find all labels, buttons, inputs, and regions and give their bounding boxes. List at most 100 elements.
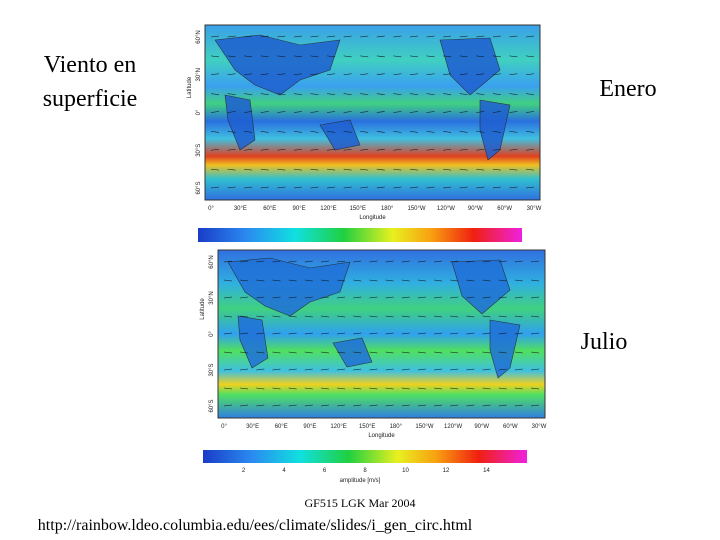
wind-vector (434, 351, 443, 354)
lat-tick-label: 30°S (209, 363, 215, 376)
wind-vector (343, 73, 352, 76)
lon-tick-label: 120°E (330, 424, 346, 430)
wind-vector (310, 111, 319, 113)
wind-vector (409, 55, 418, 58)
wind-vector (393, 186, 402, 189)
wind-vector (525, 35, 535, 38)
wind-vector (337, 387, 346, 390)
wind-vector (360, 73, 369, 76)
wind-vector (260, 131, 269, 133)
wind-vector (277, 55, 286, 58)
wind-vector (482, 332, 491, 335)
wind-vector (514, 332, 523, 335)
wind-vector (260, 93, 269, 95)
colorbar-tick-label: 14 (483, 468, 490, 474)
wind-vector (434, 296, 443, 299)
wind-vector (443, 111, 452, 113)
wind-vector (385, 296, 394, 299)
wind-vector (272, 260, 281, 263)
wind-vector (482, 387, 491, 390)
wind-vector (376, 168, 385, 171)
wind-vector (530, 351, 540, 354)
wind-vector (223, 404, 233, 407)
wind-vector (530, 332, 540, 335)
wind-vector (320, 260, 329, 263)
wind-vector (450, 387, 459, 390)
wind-vector (509, 93, 518, 95)
lat-tick-label: 30°N (209, 291, 215, 304)
wind-vector (320, 387, 329, 390)
wind-vector (417, 315, 426, 318)
wind-vector (272, 404, 281, 407)
wind-vector (244, 148, 253, 151)
wind-vector (498, 260, 507, 263)
wind-vector (401, 351, 410, 354)
wind-vector (244, 35, 253, 38)
wind-vector (304, 332, 313, 335)
wind-vector (310, 93, 319, 95)
wind-vector (256, 296, 265, 299)
wind-vector (476, 131, 485, 133)
wind-vector (337, 315, 346, 318)
wind-vector (385, 279, 394, 282)
footer-course: GF515 LGK Mar 2004 (305, 496, 416, 510)
wind-vector (482, 279, 491, 282)
wind-vector (260, 168, 269, 171)
wind-vector (525, 131, 535, 133)
wind-vector (466, 315, 475, 318)
wind-vector (498, 332, 507, 335)
wind-vector (244, 73, 253, 76)
wind-vector (492, 131, 501, 133)
wind-vector (223, 387, 233, 390)
lat-tick-label: 0° (209, 331, 215, 337)
wind-vector (240, 260, 249, 263)
wind-vector (288, 351, 297, 354)
wind-vector (434, 332, 443, 335)
wind-vector (426, 111, 435, 113)
wind-vector (343, 186, 352, 189)
wind-vector (288, 332, 297, 335)
lon-tick-label: 0° (208, 206, 214, 212)
lon-tick-label: 120°E (320, 206, 336, 212)
wind-vector (385, 260, 394, 263)
lat-tick-label: 60°N (209, 255, 215, 268)
wind-vector (343, 35, 352, 38)
wind-vector (401, 279, 410, 282)
wind-vector (401, 387, 410, 390)
wind-vector (498, 351, 507, 354)
wind-vector (476, 93, 485, 95)
wind-vector (530, 279, 540, 282)
wind-vector (509, 148, 518, 151)
wind-vector (376, 148, 385, 151)
wind-vector (353, 351, 362, 354)
wind-vector (459, 73, 468, 76)
colorbar-tick-label: 6 (323, 468, 327, 474)
lon-tick-label: 180° (390, 424, 403, 430)
wind-vector (369, 260, 378, 263)
lon-tick-label: 150°E (350, 206, 366, 212)
wind-vector (514, 260, 523, 263)
wind-vector (240, 332, 249, 335)
wind-vector (277, 35, 286, 38)
wind-vector (256, 260, 265, 263)
wind-vector (320, 368, 329, 371)
wind-vector (244, 93, 253, 95)
wind-vector (310, 55, 319, 58)
lat-tick-label: 30°S (196, 144, 202, 157)
wind-vector (434, 387, 443, 390)
wind-vector (260, 111, 269, 113)
wind-vector (304, 404, 313, 407)
wind-vector (385, 351, 394, 354)
wind-vector (466, 387, 475, 390)
wind-vector (353, 315, 362, 318)
wind-vector (223, 351, 233, 354)
wind-vector (476, 73, 485, 76)
wind-vector (409, 168, 418, 171)
wind-vector (426, 73, 435, 76)
wind-vector (466, 260, 475, 263)
footer-url: http://rainbow.ldeo.columbia.edu/ees/cli… (38, 517, 473, 534)
wind-vector (320, 296, 329, 299)
lon-tick-label: 90°W (468, 206, 483, 212)
wind-vector (260, 55, 269, 58)
wind-vector (277, 148, 286, 151)
